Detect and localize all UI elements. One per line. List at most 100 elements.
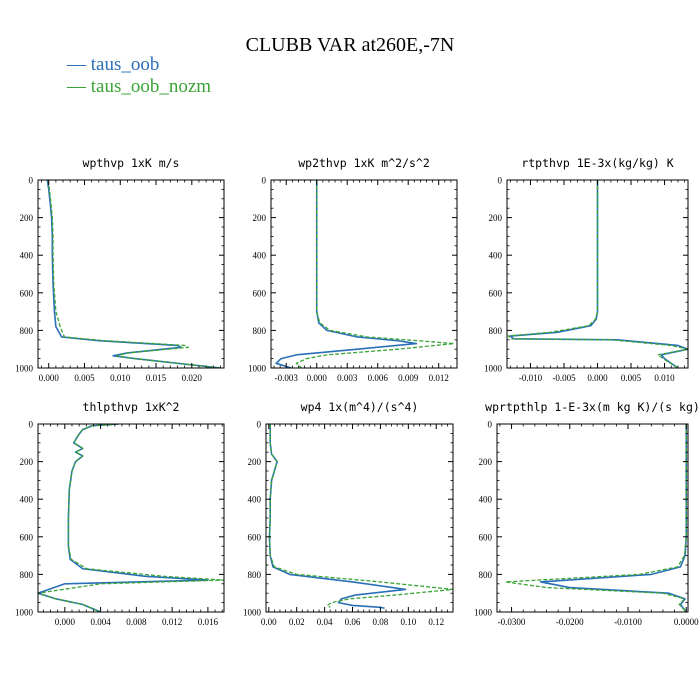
y-tick-label: 600 <box>248 532 262 542</box>
panel-title: thlpthvp 1xK^2 <box>83 400 180 414</box>
figure-title: CLUBB VAR at260E,-7N <box>246 34 455 56</box>
chart-panel: wprtpthlp 1-E-3x(m kg K)/(s kg) 0 200 400 60… <box>474 400 700 627</box>
x-tick-label: 0.004 <box>90 617 111 627</box>
series-line-taus-oob-nozm <box>295 180 455 368</box>
y-tick-label: 400 <box>248 495 262 505</box>
chart-panel: wpthvp 1xK m/s 0 200 400 600 800 1000 0.000 0.00… <box>15 156 225 383</box>
series-line-taus-oob-nozm <box>507 180 688 368</box>
chart-panel: rtpthvp 1E-3x(kg/kg) K 0 200 400 600 800 1000 -… <box>484 156 689 383</box>
y-tick-label: 0 <box>29 176 34 186</box>
y-tick-label: 800 <box>489 326 503 336</box>
x-tick-label: 0.009 <box>398 373 419 383</box>
y-tick-label: 600 <box>20 532 34 542</box>
y-tick-label: 0 <box>262 176 267 186</box>
x-tick-label: 0.12 <box>428 617 444 627</box>
series-line-taus-oob <box>275 180 418 368</box>
x-tick-label: -0.003 <box>275 373 299 383</box>
x-tick-label: 0.005 <box>74 373 95 383</box>
x-tick-label: 0.0000 <box>674 617 699 627</box>
x-tick-label: -0.010 <box>519 373 543 383</box>
y-tick-label: 1000 <box>248 364 267 374</box>
y-tick-label: 0 <box>29 420 34 430</box>
series-line-taus-oob <box>46 180 221 368</box>
plot-frame <box>496 423 689 613</box>
x-tick-label: 0.06 <box>345 617 361 627</box>
series-line-taus-oob <box>539 424 688 612</box>
x-tick-label: 0.003 <box>337 373 358 383</box>
chart-panel: wp2thvp 1xK m^2/s^2 0 200 400 600 800 1000 -0.0… <box>248 156 458 383</box>
y-tick-label: 800 <box>248 570 262 580</box>
panel-title: wprtpthlp 1-E-3x(m kg K)/(s kg) <box>485 400 700 414</box>
series-line-taus-oob-nozm <box>47 180 221 368</box>
x-tick-label: 0.010 <box>654 373 675 383</box>
series-line-taus-oob <box>268 424 407 610</box>
y-tick-label: 0 <box>498 176 503 186</box>
x-tick-label: 0.015 <box>146 373 167 383</box>
y-tick-label: 400 <box>20 251 34 261</box>
panel-title: wpthvp 1xK m/s <box>83 156 180 170</box>
plot-frame <box>37 179 225 369</box>
chart-panel: thlpthvp 1xK^2 0 200 400 600 800 1000 0.000 0.00… <box>15 400 225 627</box>
x-tick-label: -0.0300 <box>498 617 526 627</box>
y-tick-label: 1000 <box>474 608 493 618</box>
x-tick-label: 0.020 <box>182 373 203 383</box>
y-tick-label: 600 <box>20 288 34 298</box>
y-tick-label: 200 <box>489 213 503 223</box>
y-tick-label: 400 <box>479 495 493 505</box>
y-tick-label: 1000 <box>484 364 503 374</box>
y-tick-label: 800 <box>479 570 493 580</box>
y-tick-label: 400 <box>20 495 34 505</box>
x-tick-label: 0.016 <box>198 617 219 627</box>
y-tick-label: 600 <box>489 288 503 298</box>
x-tick-label: 0.012 <box>162 617 182 627</box>
y-tick-label: 1000 <box>15 364 34 374</box>
x-tick-label: 0.00 <box>261 617 277 627</box>
y-tick-label: 600 <box>253 288 267 298</box>
y-tick-label: 1000 <box>15 608 34 618</box>
x-tick-label: 0.08 <box>373 617 389 627</box>
panel-title: wp2thvp 1xK m^2/s^2 <box>298 156 430 170</box>
panel-title: wp4 1x(m^4)/(s^4) <box>301 400 419 414</box>
series-line-taus-oob <box>38 424 209 612</box>
y-tick-label: 200 <box>253 213 267 223</box>
y-tick-label: 1000 <box>243 608 262 618</box>
series-line-taus-oob-nozm <box>38 424 224 612</box>
series-line-taus-oob-nozm <box>268 424 453 608</box>
y-tick-label: 400 <box>489 251 503 261</box>
legend-entry-taus-oob: — taus_oob <box>66 54 159 75</box>
y-tick-label: 200 <box>20 213 34 223</box>
x-tick-label: 0.02 <box>289 617 305 627</box>
x-tick-label: 0.010 <box>110 373 131 383</box>
x-tick-label: 0.006 <box>368 373 389 383</box>
x-tick-label: -0.0100 <box>614 617 642 627</box>
x-tick-label: -0.0200 <box>556 617 584 627</box>
x-tick-label: 0.008 <box>126 617 147 627</box>
y-tick-label: 800 <box>20 570 34 580</box>
x-tick-label: 0.000 <box>39 373 60 383</box>
x-tick-label: 0.012 <box>429 373 449 383</box>
y-tick-label: 200 <box>248 457 262 467</box>
y-tick-label: 200 <box>20 457 34 467</box>
x-tick-label: 0.000 <box>55 617 76 627</box>
y-tick-label: 0 <box>488 420 493 430</box>
y-tick-label: 400 <box>253 251 267 261</box>
panel-title: rtpthvp 1E-3x(kg/kg) K <box>521 156 673 170</box>
x-tick-label: 0.005 <box>621 373 642 383</box>
x-tick-label: -0.005 <box>552 373 576 383</box>
x-tick-label: 0.10 <box>400 617 416 627</box>
y-tick-label: 800 <box>20 326 34 336</box>
x-tick-label: 0.000 <box>307 373 328 383</box>
y-tick-label: 600 <box>479 532 493 542</box>
x-tick-label: 0.000 <box>587 373 608 383</box>
y-tick-label: 800 <box>253 326 267 336</box>
y-tick-label: 200 <box>479 457 493 467</box>
legend-entry-taus-oob-nozm: — taus_oob_nozm <box>66 76 211 97</box>
x-tick-label: 0.04 <box>317 617 333 627</box>
series-line-taus-oob-nozm <box>505 424 687 612</box>
plot-frame <box>265 423 454 613</box>
plot-frame <box>270 179 458 369</box>
